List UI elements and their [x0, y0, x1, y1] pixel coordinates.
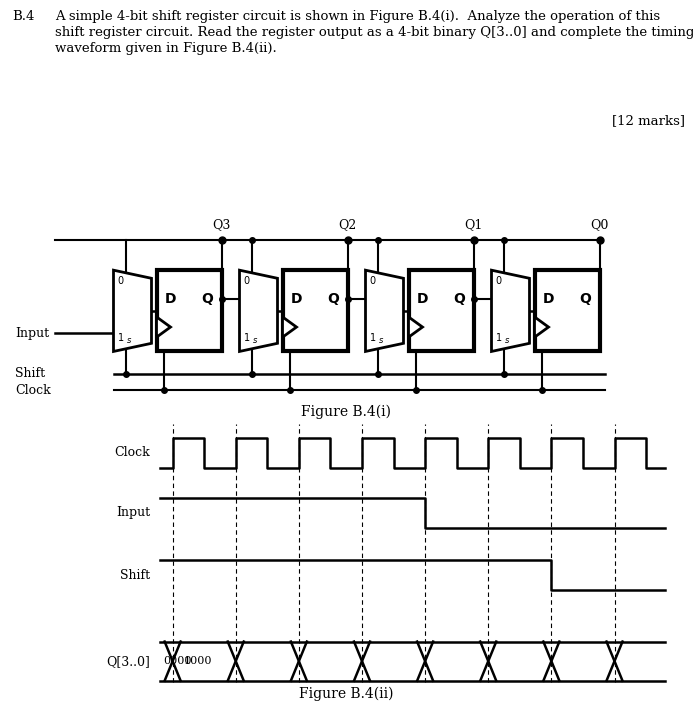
Bar: [157, 270, 222, 351]
Text: 0000: 0000: [163, 656, 191, 666]
Text: D: D: [164, 292, 176, 306]
Text: D: D: [290, 292, 302, 306]
Text: s: s: [252, 336, 257, 346]
Polygon shape: [491, 270, 529, 351]
Text: 0: 0: [369, 277, 376, 287]
Text: Shift: Shift: [120, 569, 150, 582]
Text: 0: 0: [495, 277, 502, 287]
Bar: [408, 270, 473, 351]
Text: 1000: 1000: [184, 656, 212, 666]
Text: s: s: [505, 336, 509, 346]
Text: Input: Input: [15, 326, 49, 340]
Text: Shift: Shift: [15, 368, 45, 380]
Text: A simple 4-bit shift register circuit is shown in Figure B.4(i).  Analyze the op: A simple 4-bit shift register circuit is…: [55, 10, 660, 23]
Bar: [283, 270, 347, 351]
Polygon shape: [365, 270, 403, 351]
Polygon shape: [114, 270, 152, 351]
Text: D: D: [543, 292, 554, 306]
Text: shift register circuit. Read the register output as a 4-bit binary Q[3..0] and c: shift register circuit. Read the registe…: [55, 26, 693, 39]
Text: Q: Q: [454, 292, 466, 306]
Text: s: s: [127, 336, 131, 346]
Polygon shape: [283, 317, 297, 337]
Text: Figure B.4(ii): Figure B.4(ii): [299, 687, 393, 701]
Text: Q: Q: [202, 292, 213, 306]
Text: Q[3..0]: Q[3..0]: [106, 655, 150, 668]
Text: Clock: Clock: [114, 446, 150, 459]
Text: 1: 1: [118, 333, 123, 343]
Text: Q2: Q2: [338, 218, 357, 232]
Text: waveform given in Figure B.4(ii).: waveform given in Figure B.4(ii).: [55, 42, 277, 55]
Text: 1: 1: [369, 333, 376, 343]
Text: Input: Input: [116, 506, 150, 520]
Text: s: s: [378, 336, 383, 346]
Polygon shape: [157, 317, 170, 337]
Text: 1: 1: [495, 333, 502, 343]
Text: Q3: Q3: [212, 218, 231, 232]
Text: Q1: Q1: [464, 218, 483, 232]
Text: 0: 0: [243, 277, 249, 287]
Text: Q0: Q0: [590, 218, 608, 232]
Text: [12 marks]: [12 marks]: [612, 114, 685, 127]
Text: 0: 0: [118, 277, 123, 287]
Polygon shape: [534, 317, 548, 337]
Polygon shape: [240, 270, 277, 351]
Text: Q: Q: [579, 292, 592, 306]
Text: Figure B.4(i): Figure B.4(i): [301, 405, 391, 419]
Text: B.4: B.4: [12, 10, 35, 23]
Text: Q: Q: [328, 292, 340, 306]
Polygon shape: [408, 317, 423, 337]
Text: D: D: [416, 292, 428, 306]
Text: 1: 1: [243, 333, 249, 343]
Text: Clock: Clock: [15, 383, 51, 397]
Bar: [534, 270, 599, 351]
